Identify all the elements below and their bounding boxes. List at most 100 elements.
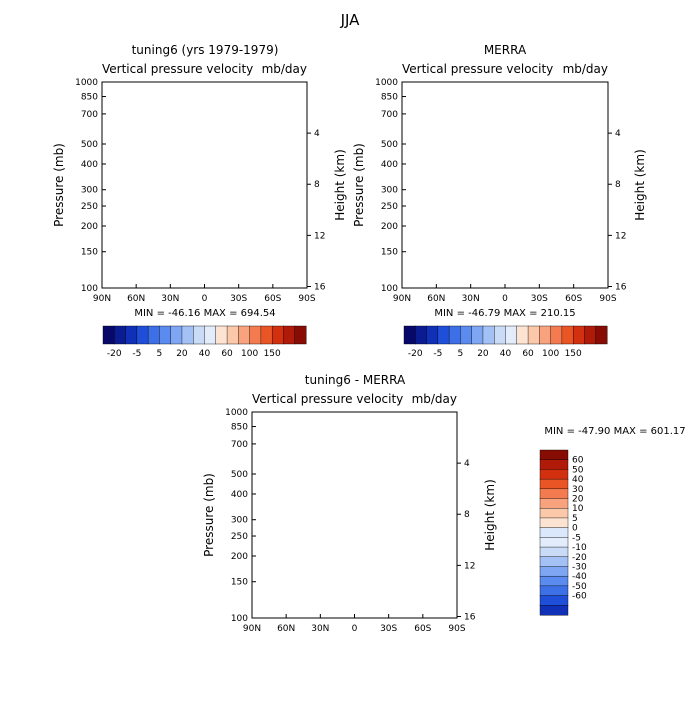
colorbar-swatch bbox=[260, 325, 273, 345]
y-tick-label: 200 bbox=[381, 222, 398, 232]
y2-axis-label: Height (km) bbox=[633, 149, 647, 220]
colorbar-swatch bbox=[114, 325, 127, 345]
x-tick-label: 60S bbox=[414, 624, 431, 634]
y-tick-label: 400 bbox=[231, 490, 248, 500]
y-tick-label: 850 bbox=[231, 423, 248, 433]
panel-subtitle: Vertical pressure velocity bbox=[102, 62, 253, 76]
colorbar-label: -30 bbox=[572, 562, 587, 572]
colorbar-swatch bbox=[415, 325, 428, 345]
colorbar-swatch bbox=[539, 508, 569, 519]
colorbar-swatch bbox=[482, 325, 495, 345]
y-axis-label: Pressure (mb) bbox=[202, 473, 216, 557]
x-tick-label: 30S bbox=[380, 624, 397, 634]
y-tick-label: 150 bbox=[81, 248, 98, 258]
x-tick-label: 90S bbox=[599, 294, 616, 304]
colorbar-label: 5 bbox=[572, 514, 578, 524]
panel-title: tuning6 - MERRA bbox=[305, 373, 406, 387]
colorbar-swatch bbox=[539, 449, 569, 461]
panel-merra: MERRA Vertical pressure velocity mb/day … bbox=[352, 43, 647, 319]
colorbar-swatch bbox=[539, 546, 569, 558]
min-max-label: MIN = -47.90 MAX = 601.17 bbox=[544, 426, 685, 437]
y2-tick-label: 12 bbox=[615, 231, 626, 241]
panel-title: tuning6 (yrs 1979-1979) bbox=[132, 43, 279, 57]
colorbar-swatch bbox=[584, 325, 597, 345]
colorbar-swatch bbox=[193, 325, 206, 345]
x-tick-label: 90N bbox=[393, 294, 411, 304]
colorbar-label: -5 bbox=[433, 349, 442, 359]
colorbar-swatch bbox=[448, 325, 461, 345]
panel-tuning6: tuning6 (yrs 1979-1979) Vertical pressur… bbox=[52, 43, 347, 319]
x-tick-label: 90N bbox=[93, 294, 111, 304]
panel-subtitle: Vertical pressure velocity bbox=[402, 62, 553, 76]
colorbar-swatch bbox=[437, 325, 450, 345]
colorbar-label: -20 bbox=[107, 349, 122, 359]
colorbar-label: 60 bbox=[572, 456, 584, 466]
colorbar-swatch bbox=[494, 325, 507, 345]
colorbar-label: 20 bbox=[176, 349, 188, 359]
y-tick-label: 250 bbox=[231, 532, 248, 542]
y2-tick-label: 4 bbox=[314, 129, 320, 139]
colorbar-swatch bbox=[136, 325, 149, 345]
colorbar-label: 60 bbox=[522, 349, 534, 359]
x-tick-label: 0 bbox=[202, 294, 208, 304]
panel-diff: tuning6 - MERRA Vertical pressure veloci… bbox=[202, 373, 686, 634]
colorbar-label: 5 bbox=[458, 349, 464, 359]
colorbar-swatch bbox=[539, 325, 552, 345]
y-tick-label: 1000 bbox=[375, 78, 398, 88]
y-tick-label: 500 bbox=[381, 140, 398, 150]
colorbar-swatch bbox=[460, 325, 473, 345]
y2-tick-label: 16 bbox=[615, 282, 627, 292]
colorbar-label: -5 bbox=[132, 349, 141, 359]
x-tick-label: 90S bbox=[298, 294, 315, 304]
y-tick-label: 100 bbox=[81, 284, 98, 294]
colorbar-swatch bbox=[561, 325, 574, 345]
plot-frame bbox=[251, 411, 458, 619]
colorbar-label: 40 bbox=[572, 475, 584, 485]
y-tick-label: 500 bbox=[231, 470, 248, 480]
x-tick-label: 90S bbox=[448, 624, 465, 634]
colorbar-swatch bbox=[271, 325, 284, 345]
colorbar-swatch bbox=[539, 566, 569, 577]
colorbar-swatch bbox=[294, 325, 307, 345]
colorbar-swatch bbox=[550, 325, 563, 345]
colorbar-swatch bbox=[572, 325, 585, 345]
y-tick-label: 250 bbox=[81, 202, 98, 212]
colorbar-label: 20 bbox=[572, 495, 584, 505]
colorbar-swatch bbox=[539, 459, 569, 470]
x-tick-label: 90N bbox=[243, 624, 261, 634]
colorbar-swatch bbox=[539, 556, 569, 567]
x-tick-label: 30S bbox=[230, 294, 247, 304]
y-tick-label: 700 bbox=[81, 110, 98, 120]
y2-tick-label: 16 bbox=[464, 612, 476, 622]
x-tick-label: 60S bbox=[264, 294, 281, 304]
y-tick-label: 100 bbox=[231, 614, 248, 624]
panel-units: mb/day bbox=[563, 62, 608, 76]
colorbar-swatch bbox=[539, 575, 569, 587]
y-axis-label: Pressure (mb) bbox=[352, 143, 366, 227]
colorbar-label: -20 bbox=[572, 553, 587, 563]
colorbar-swatch bbox=[539, 595, 569, 606]
colorbar-label: 150 bbox=[264, 349, 281, 359]
colorbar-label: -50 bbox=[572, 582, 587, 592]
colorbar-swatch bbox=[102, 325, 115, 345]
y2-tick-label: 8 bbox=[314, 180, 320, 190]
colorbar-swatch bbox=[539, 517, 569, 529]
colorbar-swatch bbox=[170, 325, 183, 345]
y2-axis-label: Height (km) bbox=[333, 149, 347, 220]
y2-tick-label: 8 bbox=[615, 180, 621, 190]
colorbar-label: 40 bbox=[199, 349, 211, 359]
y-tick-label: 700 bbox=[381, 110, 398, 120]
y-tick-label: 850 bbox=[381, 93, 398, 103]
colorbar-label: 0 bbox=[572, 524, 578, 534]
figure-title: JJA bbox=[340, 11, 361, 29]
x-tick-label: 60N bbox=[127, 294, 145, 304]
colorbar-swatch bbox=[283, 325, 296, 345]
plot-frame bbox=[101, 81, 308, 289]
colorbar-label: 30 bbox=[572, 485, 584, 495]
x-tick-label: 30N bbox=[462, 294, 480, 304]
panel-units: mb/day bbox=[262, 62, 307, 76]
colorbar-label: -40 bbox=[572, 572, 587, 582]
y-tick-label: 200 bbox=[81, 222, 98, 232]
